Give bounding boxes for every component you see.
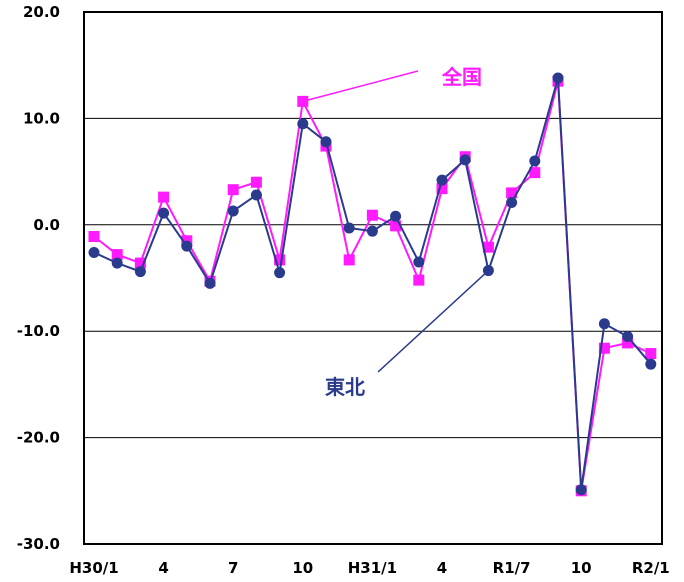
- data-point: [482, 241, 494, 253]
- data-point: [88, 246, 100, 258]
- data-point: [250, 189, 262, 201]
- data-point: [88, 231, 100, 243]
- data-point: [436, 174, 448, 186]
- x-tick-label: 4: [437, 559, 447, 577]
- data-point: [390, 220, 402, 232]
- annotation-label: 全国: [441, 65, 482, 89]
- data-point: [227, 205, 239, 217]
- data-point: [227, 184, 239, 196]
- data-point: [181, 240, 193, 252]
- data-point: [204, 277, 216, 289]
- data-point: [274, 254, 286, 266]
- data-point: [622, 331, 634, 343]
- data-point: [529, 167, 541, 179]
- data-point: [529, 155, 541, 167]
- data-point: [158, 207, 170, 219]
- y-tick-label: 0.0: [33, 216, 60, 234]
- data-point: [390, 210, 402, 222]
- data-point: [250, 176, 262, 188]
- data-point: [297, 118, 309, 130]
- data-point: [111, 257, 123, 269]
- data-point: [598, 318, 610, 330]
- data-point: [645, 358, 657, 370]
- data-point: [459, 154, 471, 166]
- data-point: [552, 72, 564, 84]
- data-point: [506, 196, 518, 208]
- data-point: [598, 342, 610, 354]
- x-tick-label: 7: [228, 559, 238, 577]
- data-point: [575, 484, 587, 496]
- x-tick-label: H30/1: [69, 559, 118, 577]
- y-tick-label: -20.0: [17, 429, 60, 447]
- y-tick-label: 20.0: [23, 3, 60, 21]
- data-point: [413, 256, 425, 268]
- x-tick-label: 4: [158, 559, 168, 577]
- series-layer: [88, 72, 657, 497]
- data-point: [343, 222, 355, 234]
- data-point: [158, 191, 170, 203]
- annotation-leader: [377, 269, 489, 373]
- annotation-leader: [302, 70, 419, 103]
- data-point: [622, 337, 634, 349]
- data-point: [645, 348, 657, 360]
- data-point: [506, 187, 518, 199]
- data-point: [274, 267, 286, 279]
- x-tick-label: H31/1: [348, 559, 397, 577]
- x-tick-label: 10: [292, 559, 313, 577]
- x-axis-ticks: H30/1 4 7 10 H31/1 4 R1/7 10 R2/1: [69, 559, 669, 577]
- data-point: [366, 209, 378, 221]
- data-point: [111, 249, 123, 261]
- y-tick-label: -30.0: [17, 535, 60, 553]
- data-point: [413, 274, 425, 286]
- plot-area: [83, 11, 663, 545]
- data-point: [343, 254, 355, 266]
- x-tick-label: 10: [571, 559, 592, 577]
- series-1: [88, 72, 657, 496]
- data-point: [366, 225, 378, 237]
- y-axis-ticks: 20.0 10.0 0.0 -10.0 -20.0 -30.0: [17, 3, 60, 553]
- y-tick-label: 10.0: [23, 109, 60, 127]
- x-tick-label: R2/1: [632, 559, 670, 577]
- data-point: [320, 136, 332, 148]
- data-point: [436, 183, 448, 195]
- x-tick-label: R1/7: [493, 559, 531, 577]
- data-point: [134, 266, 146, 278]
- data-point: [134, 257, 146, 269]
- annotation-label: 東北: [325, 375, 365, 399]
- y-tick-label: -10.0: [17, 322, 60, 340]
